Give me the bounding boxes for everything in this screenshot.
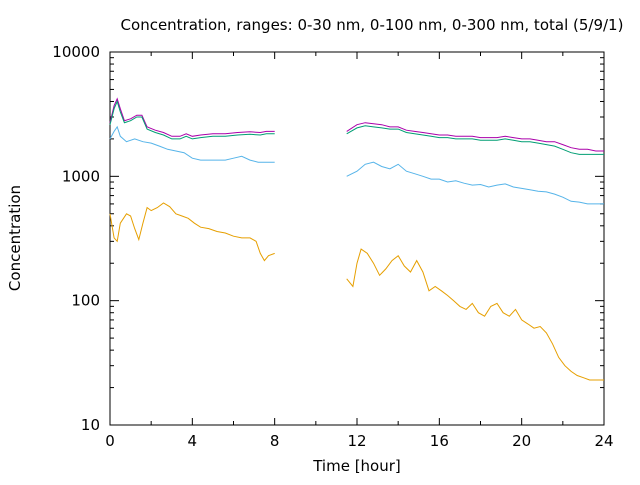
y-tick-label: 10000	[52, 43, 100, 61]
x-tick-label: 12	[347, 432, 366, 450]
x-tick-label: 4	[188, 432, 198, 450]
y-tick-label: 10	[81, 416, 100, 434]
series-2-line-segment-2	[346, 125, 604, 155]
series-1-line-segment-2	[346, 122, 604, 152]
x-tick-label: 0	[105, 432, 115, 450]
series-4-line-segment-1	[109, 202, 275, 262]
x-axis: 0 4 8 12 16 20 24	[105, 52, 614, 450]
series-3-line-segment-1	[109, 125, 275, 163]
series-2-line-segment-1	[109, 100, 275, 140]
series-3-line-segment-2	[346, 161, 604, 205]
y-axis-label: Concentration	[6, 185, 24, 291]
series-4-line-segment-2	[346, 248, 604, 381]
x-tick-label: 16	[430, 432, 449, 450]
series-layer	[109, 97, 604, 381]
x-tick-label: 20	[512, 432, 531, 450]
y-tick-label: 1000	[62, 167, 100, 185]
y-axis: 10 100 1000 10000	[52, 43, 604, 434]
y-tick-label: 100	[71, 292, 100, 310]
x-tick-label: 8	[270, 432, 280, 450]
plot-frame	[109, 51, 605, 426]
series-1-line-segment-1	[109, 97, 275, 137]
x-axis-label: Time [hour]	[312, 457, 401, 475]
x-tick-label: 24	[594, 432, 613, 450]
chart-title: Concentration, ranges: 0-30 nm, 0-100 nm…	[121, 16, 624, 34]
